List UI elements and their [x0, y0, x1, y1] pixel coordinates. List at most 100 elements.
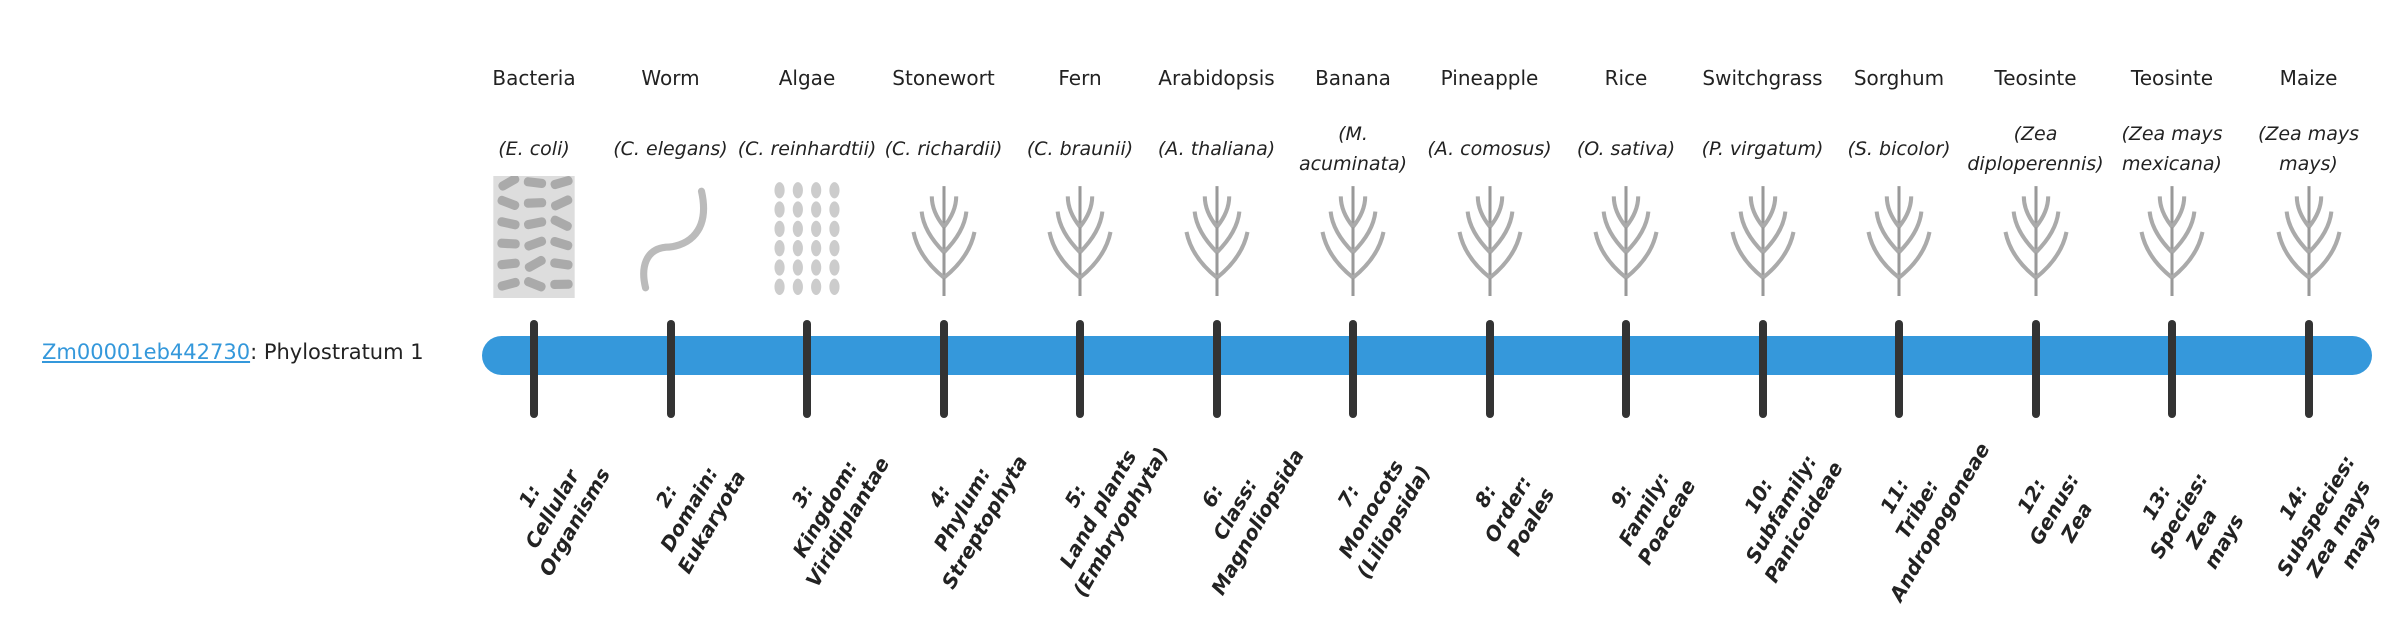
stratum-tick[interactable]: [666, 320, 675, 418]
banana-icon: [1320, 186, 1386, 296]
organism-illustration: [1147, 176, 1287, 298]
stratum-rank-label: 5: Land plants (Embryophyta): [1014, 403, 1182, 615]
sorghum-icon: [1866, 186, 1932, 296]
stratum-tick[interactable]: [1349, 320, 1357, 418]
organism-scientific-name: (Zea mays mexicana): [2102, 118, 2242, 180]
organism-illustration: [2102, 176, 2242, 298]
organism-illustration: [464, 176, 604, 298]
scientific-name-text: (S. bicolor): [1847, 138, 1951, 160]
scientific-name-text: (C. reinhardtii): [737, 138, 877, 160]
scientific-name-text: (O. sativa): [1576, 138, 1676, 160]
gene-label: Zm00001eb442730: Phylostratum 1: [42, 340, 424, 364]
fern-icon: [1047, 186, 1113, 296]
stratum-rank-label: 10: Subfamily: Panicoideae: [1697, 403, 1865, 615]
organism-scientific-name: (A. comosus): [1420, 118, 1560, 180]
stratum-rank-label: 11: Tribe: Andropogoneae: [1833, 403, 2001, 615]
stratum-tick[interactable]: [2304, 320, 2313, 418]
scientific-name-text: (M. acuminata): [1298, 123, 1408, 175]
stonewort-icon: [911, 186, 976, 296]
stratum-tick[interactable]: [1212, 320, 1221, 418]
organism-scientific-name: (Zea mays mays): [2239, 118, 2379, 180]
switchgrass-icon: [1730, 186, 1795, 296]
stratum-rank-label: 14: Subspecies: Zea mays mays: [2231, 409, 2400, 634]
organism-illustration: [601, 176, 741, 298]
stratum-rank-label: 7: Monocots (Liliopsida): [1287, 403, 1455, 615]
organism-scientific-name: (P. virgatum): [1693, 118, 1833, 180]
teosinte-icon: [2003, 186, 2068, 296]
bacteria-icon: [493, 176, 575, 298]
organism-scientific-name: (C. braunii): [1010, 118, 1150, 180]
stratum-tick[interactable]: [1485, 320, 1494, 418]
stratum-rank-label: 9: Family: Poaceae: [1560, 403, 1728, 615]
organism-scientific-name: (C. richardii): [874, 118, 1014, 180]
organism-illustration: [1693, 176, 1833, 298]
phylostrata-bar: [482, 336, 2372, 375]
worm-icon: [639, 187, 707, 292]
organism-scientific-name: (O. sativa): [1556, 118, 1696, 180]
scientific-name-text: (Zea diploperennis): [1967, 123, 2104, 175]
organism-illustration: [1966, 176, 2106, 298]
scientific-name-text: (E. coli): [498, 138, 570, 160]
stratum-rank-label: 4: Phylum: Streptophyta: [878, 403, 1046, 615]
stratum-rank-label: 2: Domain: Eukaryota: [605, 403, 773, 615]
scientific-name-text: (Zea mays mays): [2257, 123, 2360, 175]
organism-common-name: Fern: [1058, 66, 1102, 90]
organism-common-name: Bacteria: [492, 66, 576, 90]
phylostratum-text: : Phylostratum 1: [250, 340, 424, 364]
scientific-name-text: (C. elegans): [613, 138, 728, 160]
organism-common-name: Rice: [1604, 66, 1648, 90]
pineapple-icon: [1457, 186, 1522, 296]
organism-common-name: Worm: [641, 66, 700, 90]
organism-common-name: Sorghum: [1853, 66, 1945, 90]
organism-scientific-name: (C. reinhardtii): [737, 118, 877, 180]
stratum-tick[interactable]: [2168, 320, 2176, 418]
organism-common-name: Banana: [1315, 66, 1391, 90]
organism-common-name: Teosinte: [1994, 66, 2077, 90]
organism-illustration: [1556, 176, 1696, 298]
stratum-tick[interactable]: [1622, 320, 1630, 418]
organism-scientific-name: (E. coli): [464, 118, 604, 180]
organism-common-name: Arabidopsis: [1158, 66, 1275, 90]
organism-scientific-name: (S. bicolor): [1829, 118, 1969, 180]
organism-scientific-name: (Zea diploperennis): [1966, 118, 2106, 180]
organism-illustration: [874, 176, 1014, 298]
organism-scientific-name: (A. thaliana): [1147, 118, 1287, 180]
stratum-rank-label: 8: Order: Poales: [1424, 403, 1592, 615]
organism-illustration: [1010, 176, 1150, 298]
maize-icon: [2276, 186, 2341, 296]
gene-id-link[interactable]: Zm00001eb442730: [42, 340, 251, 364]
organism-common-name: Algae: [778, 66, 836, 90]
stratum-tick[interactable]: [1076, 320, 1084, 418]
scientific-name-text: (C. richardii): [884, 138, 1003, 160]
organism-illustration: [737, 176, 877, 298]
organism-illustration: [1283, 176, 1423, 298]
rice-icon: [1593, 186, 1659, 296]
organism-illustration: [2239, 176, 2379, 298]
scientific-name-text: (Zea mays mexicana): [2121, 123, 2223, 175]
stratum-tick[interactable]: [939, 320, 948, 418]
organism-common-name: Teosinte: [2130, 66, 2214, 90]
organism-illustration: [1420, 176, 1560, 298]
stratum-tick[interactable]: [1758, 320, 1767, 418]
organism-common-name: Maize: [2279, 66, 2338, 90]
scientific-name-text: (C. braunii): [1026, 138, 1134, 160]
teosinte-icon: [2139, 186, 2205, 296]
organism-illustration: [1829, 176, 1969, 298]
arabidopsis-icon: [1184, 186, 1249, 296]
organism-common-name: Switchgrass: [1702, 66, 1823, 90]
stratum-rank-label: 3: Kingdom: Viridiplantae: [741, 403, 909, 615]
scientific-name-text: (A. thaliana): [1157, 138, 1276, 160]
organism-common-name: Pineapple: [1440, 66, 1539, 90]
algae-icon: [774, 182, 840, 295]
organism-scientific-name: (M. acuminata): [1283, 118, 1423, 180]
stratum-rank-label: 1: Cellular Organisms: [468, 403, 636, 615]
scientific-name-text: (A. comosus): [1427, 138, 1552, 160]
stratum-tick[interactable]: [1895, 320, 1903, 418]
stratum-rank-label: 6: Class: Magnoliopsida: [1151, 403, 1319, 615]
organism-common-name: Stonewort: [892, 66, 995, 90]
scientific-name-text: (P. virgatum): [1701, 138, 1824, 160]
organism-scientific-name: (C. elegans): [601, 118, 741, 180]
stratum-tick[interactable]: [803, 320, 811, 418]
stratum-tick[interactable]: [530, 320, 538, 418]
stratum-tick[interactable]: [2031, 320, 2040, 418]
